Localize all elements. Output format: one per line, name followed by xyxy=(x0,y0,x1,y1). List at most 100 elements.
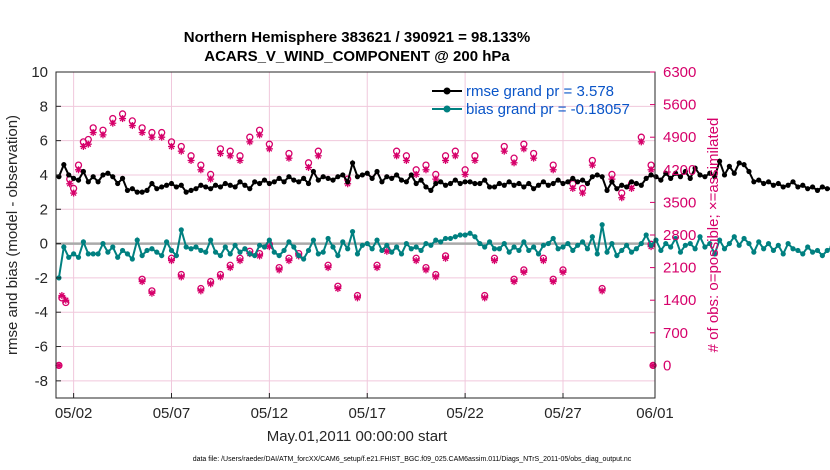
bias-point xyxy=(570,247,576,254)
rmse-point xyxy=(110,174,116,180)
obs-assimilated-point xyxy=(510,159,518,167)
obs-assimilated-stroke xyxy=(62,297,69,304)
bias-point xyxy=(736,242,742,248)
bias-point xyxy=(721,246,728,252)
obs-assimilated-stroke xyxy=(149,290,155,297)
obs-assimilated-point xyxy=(55,361,63,369)
obs-assimilated-point xyxy=(84,140,92,148)
obs-assimilated-stroke xyxy=(286,155,292,162)
bias-point xyxy=(242,246,248,252)
obs-assimilated-stroke xyxy=(207,280,214,287)
rmse-point xyxy=(628,179,635,185)
rmse-point xyxy=(741,162,747,168)
rmse-point xyxy=(384,174,390,180)
rmse-point xyxy=(692,165,698,171)
rmse-point xyxy=(614,186,620,192)
bias-point xyxy=(394,244,400,250)
obs-assimilated-point xyxy=(314,152,322,160)
gridlines xyxy=(56,71,656,398)
rmse-point xyxy=(217,184,224,190)
rmse-point xyxy=(389,175,395,181)
right-y-axis: 0 700 1400 2100 2800 3500 4200 4900 5600 6300 xyxy=(650,64,696,374)
bias-point xyxy=(163,239,170,245)
rmse-point xyxy=(203,184,209,190)
obs-assimilated-stroke xyxy=(178,274,185,280)
x-tick-label-5: 05/27 xyxy=(544,405,582,422)
bias-point xyxy=(178,227,184,233)
bias-point xyxy=(731,234,737,240)
x-tick-label-3: 05/17 xyxy=(348,405,386,422)
obs-assimilated-point xyxy=(539,257,547,265)
bias-point xyxy=(702,244,708,250)
rmse-point xyxy=(159,184,165,190)
obs-assimilated-stroke xyxy=(638,138,645,145)
bias-point xyxy=(227,251,233,257)
bias-point xyxy=(712,251,718,257)
bias-point xyxy=(438,239,444,245)
bias-point xyxy=(159,252,165,259)
bias-point xyxy=(217,252,224,259)
obs-assimilated-point xyxy=(334,285,342,293)
obs-assimilated-point xyxy=(207,175,215,183)
obs-assimilated-point xyxy=(62,296,70,304)
rmse-point xyxy=(565,179,571,185)
rmse-point xyxy=(672,170,679,176)
rmse-point xyxy=(619,182,625,188)
rmse-point xyxy=(105,170,111,176)
obs-assimilated-stroke xyxy=(197,287,204,294)
obs-assimilated-point xyxy=(353,294,361,302)
rmse-point xyxy=(682,168,688,175)
obs-assimilated-point xyxy=(187,156,195,164)
bias-point xyxy=(85,251,91,257)
obs-assimilated-stroke xyxy=(139,129,146,136)
obs-assimilated-point xyxy=(99,131,107,139)
bias-point xyxy=(511,244,517,250)
bias-point xyxy=(325,235,331,242)
obs-assimilated-point xyxy=(128,122,136,130)
bias-point xyxy=(271,249,277,255)
bias-point xyxy=(648,242,654,248)
rmse-point xyxy=(129,186,135,192)
rmse-point xyxy=(252,179,258,185)
obs-assimilated-point xyxy=(246,138,254,146)
obs-assimilated-stroke xyxy=(334,285,341,292)
rmse-point xyxy=(638,182,644,188)
obs-assimilated-point xyxy=(412,170,420,178)
obs-assimilated-point xyxy=(637,138,645,146)
left-tick-label-5: 2 xyxy=(40,201,48,218)
bias-point xyxy=(819,252,825,259)
bias-point xyxy=(795,247,801,254)
rmse-point xyxy=(589,174,595,180)
rmse-point xyxy=(242,182,248,188)
bias-point xyxy=(408,246,414,252)
rmse-point xyxy=(168,180,175,187)
rmse-point xyxy=(256,180,263,187)
bias-point xyxy=(555,246,561,252)
rmse-point xyxy=(354,174,361,180)
obs-assimilated-point xyxy=(373,264,381,272)
right-y-axis-label: # of obs: o=possible; ×=assimilated xyxy=(705,118,722,353)
rmse-point xyxy=(736,160,742,166)
obs-assimilated-point xyxy=(216,273,224,281)
chart-title: Northern Hemisphere 383621 / 390921 = 98… xyxy=(184,29,530,46)
rmse-point xyxy=(594,172,600,178)
bias-point xyxy=(61,244,67,250)
bias-point xyxy=(237,249,243,255)
obs-assimilated-point xyxy=(158,133,166,141)
obs-assimilated-point xyxy=(226,152,234,160)
bias-point xyxy=(349,228,356,235)
rmse-point xyxy=(491,184,498,190)
bias-point xyxy=(188,246,194,252)
bias-point xyxy=(379,247,385,254)
rmse-point xyxy=(756,177,762,183)
rmse-point xyxy=(95,179,101,185)
obs-assimilated-stroke xyxy=(354,294,361,301)
rmse-point xyxy=(775,180,781,187)
bias-point xyxy=(144,247,150,254)
obs-assimilated-stroke xyxy=(491,257,498,264)
rmse-point xyxy=(418,177,424,183)
obs-assimilated-stroke xyxy=(85,141,92,148)
bias-point xyxy=(256,242,263,248)
bias-point xyxy=(212,249,219,255)
